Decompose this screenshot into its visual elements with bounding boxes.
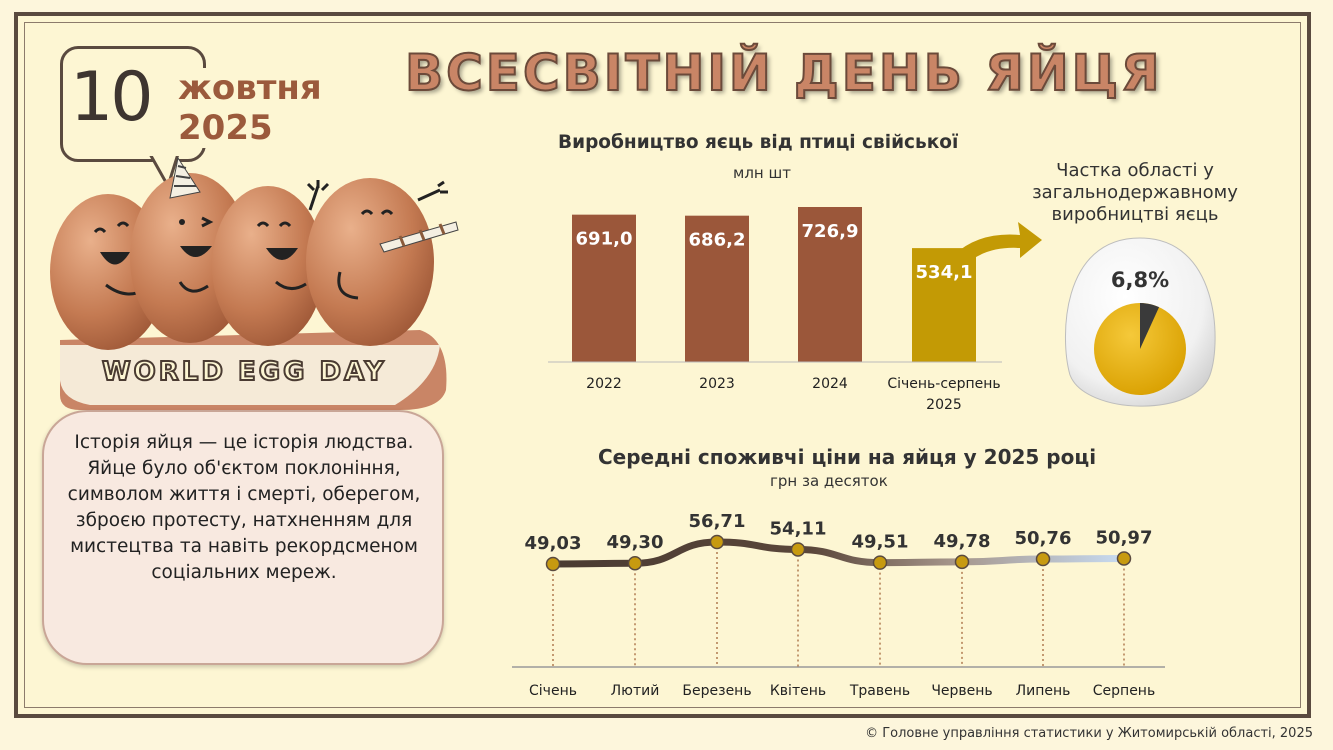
bar-chart-title: Виробництво яєць від птиці свійської [558, 132, 959, 153]
price-value-label-4: 49,51 [852, 532, 909, 553]
share-slice [1140, 303, 1160, 349]
month-label-4: Травень [849, 683, 910, 699]
price-line-chart: 49,03 Січень 49,30 Лютий 56,71 Березень 54,11 К… [525, 511, 1156, 699]
price-point-6 [1035, 551, 1051, 567]
price-value-label-1: 49,30 [607, 532, 664, 553]
price-point-5 [954, 554, 970, 570]
date-month: жовтня [178, 68, 322, 108]
bar-chart-subtitle: млн шт [733, 164, 791, 182]
bar-value-label-2: 726,9 [802, 221, 859, 242]
share-egg-illustration [1064, 237, 1216, 407]
price-value-label-3: 54,11 [770, 518, 827, 539]
month-label-3: Квітень [770, 683, 826, 699]
bar-category-label-3: Січень-серпень 2025 [887, 376, 1000, 413]
date-day: 10 [70, 58, 154, 137]
story-text: Історія яйця — це історія людства. Яйце … [67, 432, 421, 583]
bar-0 [572, 214, 636, 362]
price-value-label-0: 49,03 [525, 533, 582, 554]
bar-value-label-0: 691,0 [576, 229, 633, 250]
bar-value-label-1: 686,2 [689, 230, 746, 251]
bar-category-label-1: 2023 [699, 376, 735, 392]
egg-cartoon-3 [212, 180, 330, 346]
price-value-label-2: 56,71 [689, 511, 746, 532]
bar-1 [685, 215, 749, 362]
month-label-1: Лютий [611, 683, 660, 699]
share-arrow [935, 222, 1042, 288]
story-bubble [42, 410, 444, 665]
month-label-7: Серпень [1093, 683, 1155, 699]
price-point-2 [709, 534, 725, 550]
price-point-3 [790, 542, 806, 557]
bar-category-label-0: 2022 [586, 376, 622, 392]
month-label-2: Березень [682, 683, 751, 699]
bar-category-label-2: 2024 [812, 376, 848, 392]
bar-2 [798, 207, 862, 362]
month-label-0: Січень [529, 683, 577, 699]
share-value: 6,8% [1110, 268, 1170, 292]
price-point-7 [1116, 551, 1132, 566]
line-chart-title: Середні споживчі ціни на яйця у 2025 роц… [598, 445, 1097, 469]
share-label: Частка області у загальнодержавному виро… [1032, 160, 1238, 225]
price-point-0 [545, 556, 561, 572]
month-label-5: Червень [931, 683, 992, 699]
footer-credit: © Головне управління статистики у Житоми… [865, 726, 1313, 741]
world-egg-day-label: WORLD EGG DAY [101, 356, 387, 388]
line-chart-subtitle: грн за десяток [770, 472, 888, 490]
bar-value-label-3: 534,1 [916, 262, 973, 283]
price-point-1 [627, 555, 643, 571]
production-bar-chart: 691,0 2022 686,2 2023 726,9 2024 534,1 Січень-с… [572, 207, 1001, 413]
price-point-4 [872, 555, 888, 570]
price-value-label-6: 50,76 [1015, 528, 1072, 549]
price-series-line [549, 538, 1128, 568]
price-value-label-5: 49,78 [934, 531, 991, 552]
month-label-6: Липень [1016, 683, 1071, 699]
bar-3 [912, 248, 976, 362]
date-year: 2025 [178, 108, 273, 148]
page-title: ВСЕСВІТНІЙ ДЕНЬ ЯЙЦЯ [404, 43, 1163, 103]
egg-cartoon-4 [306, 178, 459, 346]
date-month-year: жовтня 2025 [178, 68, 326, 148]
price-value-label-7: 50,97 [1096, 527, 1153, 548]
